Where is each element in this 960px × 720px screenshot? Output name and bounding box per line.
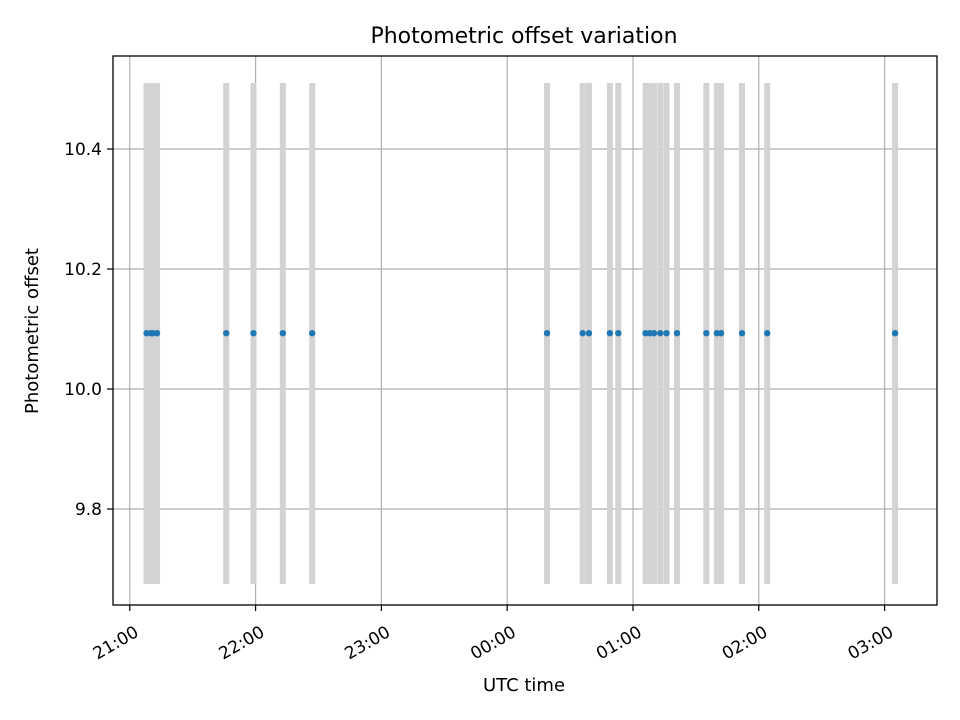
x-axis-label: UTC time bbox=[483, 675, 565, 696]
plot-area bbox=[112, 55, 938, 606]
data-point bbox=[703, 330, 710, 337]
plot-frame bbox=[112, 55, 938, 606]
data-point bbox=[250, 330, 257, 337]
y-tick-label: 10.2 bbox=[64, 260, 102, 280]
data-point bbox=[673, 330, 681, 337]
data-point bbox=[663, 330, 670, 337]
data-point bbox=[606, 330, 614, 337]
data-point bbox=[650, 330, 658, 337]
data-point bbox=[308, 330, 316, 337]
chart-title: Photometric offset variation bbox=[370, 24, 677, 49]
data-point bbox=[223, 330, 230, 337]
data-point bbox=[543, 330, 551, 337]
data-point bbox=[891, 330, 899, 337]
y-tick-label: 10.0 bbox=[64, 380, 102, 400]
data-points bbox=[143, 330, 899, 337]
data-point bbox=[579, 330, 586, 337]
y-axis-label: Photometric offset bbox=[22, 248, 43, 414]
data-point bbox=[615, 330, 622, 337]
data-point bbox=[717, 330, 725, 337]
data-point bbox=[279, 330, 287, 337]
y-tick-label: 9.8 bbox=[75, 500, 102, 520]
data-point bbox=[763, 330, 771, 337]
data-point bbox=[585, 330, 593, 337]
y-tick-label: 10.4 bbox=[64, 140, 102, 160]
y-axis-ticks: 9.8 10.0 10.2 10.4 bbox=[64, 140, 113, 520]
data-point bbox=[153, 330, 161, 337]
data-point bbox=[657, 330, 664, 337]
data-point bbox=[738, 330, 746, 337]
